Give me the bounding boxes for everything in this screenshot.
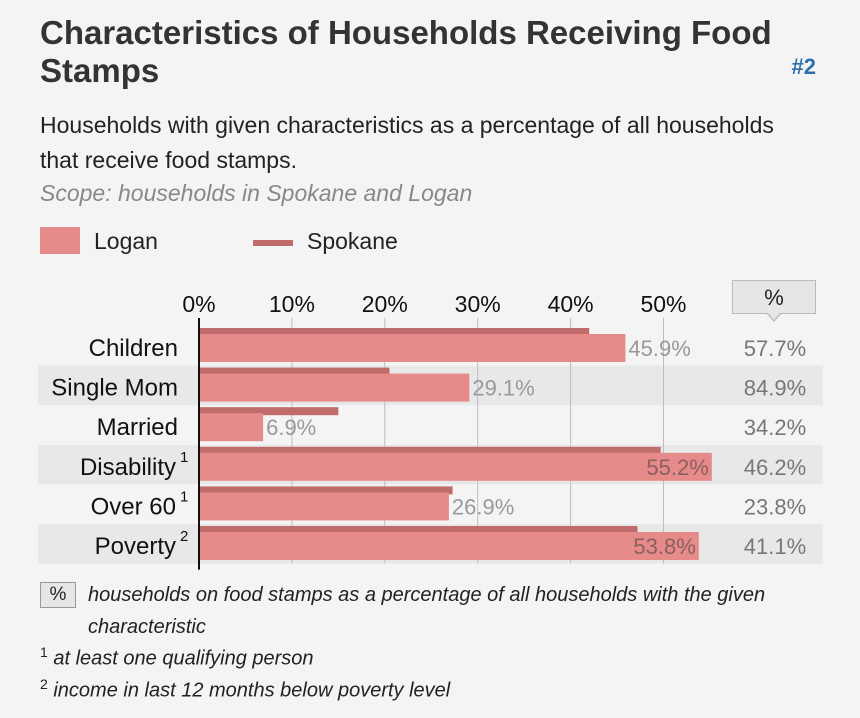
legend-label-spokane: Spokane (307, 228, 398, 254)
bar-logan (199, 413, 264, 442)
pct-column-value: 41.1% (744, 534, 806, 559)
rank-badge[interactable]: #2 (791, 54, 816, 79)
pct-column-header-label: % (764, 285, 784, 310)
bar-spokane (199, 367, 390, 376)
category-label: Married (97, 414, 178, 441)
footnote-2: 2 income in last 12 months below poverty… (40, 676, 450, 703)
bar-logan (199, 492, 449, 521)
legend-label-logan: Logan (94, 228, 158, 254)
category-superscript: 1 (180, 488, 188, 505)
data-label: 55.2% (646, 455, 708, 480)
footnote-pct-text: households on food stamps as a percentag… (88, 584, 766, 638)
chart-title: Characteristics of Households Receiving … (40, 14, 772, 89)
footnote-2-text: income in last 12 months below poverty l… (53, 679, 451, 702)
data-label: 29.1% (472, 376, 534, 401)
x-tick-label: 20% (362, 291, 408, 317)
footnote-1-mark: 1 (40, 644, 48, 660)
legend-swatch-logan (40, 227, 80, 254)
category-label: Disability (80, 454, 176, 481)
pct-column-header[interactable]: % (732, 280, 816, 322)
data-label: 45.9% (628, 336, 690, 361)
footnote-2-mark: 2 (40, 676, 48, 692)
x-tick-label: 10% (269, 291, 315, 317)
bar-logan (199, 373, 470, 402)
category-label: Over 60 (91, 493, 176, 520)
pct-column-value: 23.8% (744, 494, 806, 519)
pct-header-pointer-inner (767, 312, 781, 320)
category-superscript: 2 (180, 528, 188, 545)
data-label: 6.9% (266, 415, 316, 440)
chart-scope: Scope: households in Spokane and Logan (40, 180, 473, 206)
bar-logan (199, 452, 712, 481)
pct-column-value: 57.7% (744, 336, 806, 361)
bar-spokane (199, 526, 638, 534)
category-label: Single Mom (51, 375, 178, 402)
footnote-1: 1 at least one qualifying person (40, 644, 314, 671)
pct-column-value: 34.2% (744, 415, 806, 440)
bar-spokane (199, 407, 339, 416)
category-label: Poverty (95, 533, 176, 560)
pct-column-value: 84.9% (744, 376, 806, 401)
bar-chart: 0% 10% 20% 30% 40% 50% 45.9% Children 57.7% 29.1%… (38, 291, 823, 570)
pct-column-value: 46.2% (744, 455, 806, 480)
footnote-1-text: at least one qualifying person (53, 647, 314, 670)
x-tick-label: 50% (640, 291, 686, 317)
data-label: 53.8% (633, 534, 695, 559)
x-tick-label: 30% (455, 291, 501, 317)
bar-spokane (199, 446, 661, 455)
footnote-pct-box: % (40, 582, 76, 608)
bar-logan (199, 532, 699, 560)
category-superscript: 1 (180, 449, 188, 466)
data-label: 26.9% (452, 494, 514, 519)
bar-spokane (199, 486, 453, 495)
x-tick-label: 40% (548, 291, 594, 317)
bar-logan (199, 334, 626, 362)
x-tick-label: 0% (182, 291, 215, 317)
legend-swatch-spokane (253, 240, 293, 246)
bar-spokane (199, 328, 590, 336)
category-label: Children (89, 335, 178, 362)
chart-subtitle: Households with given characteristics as… (40, 112, 774, 173)
